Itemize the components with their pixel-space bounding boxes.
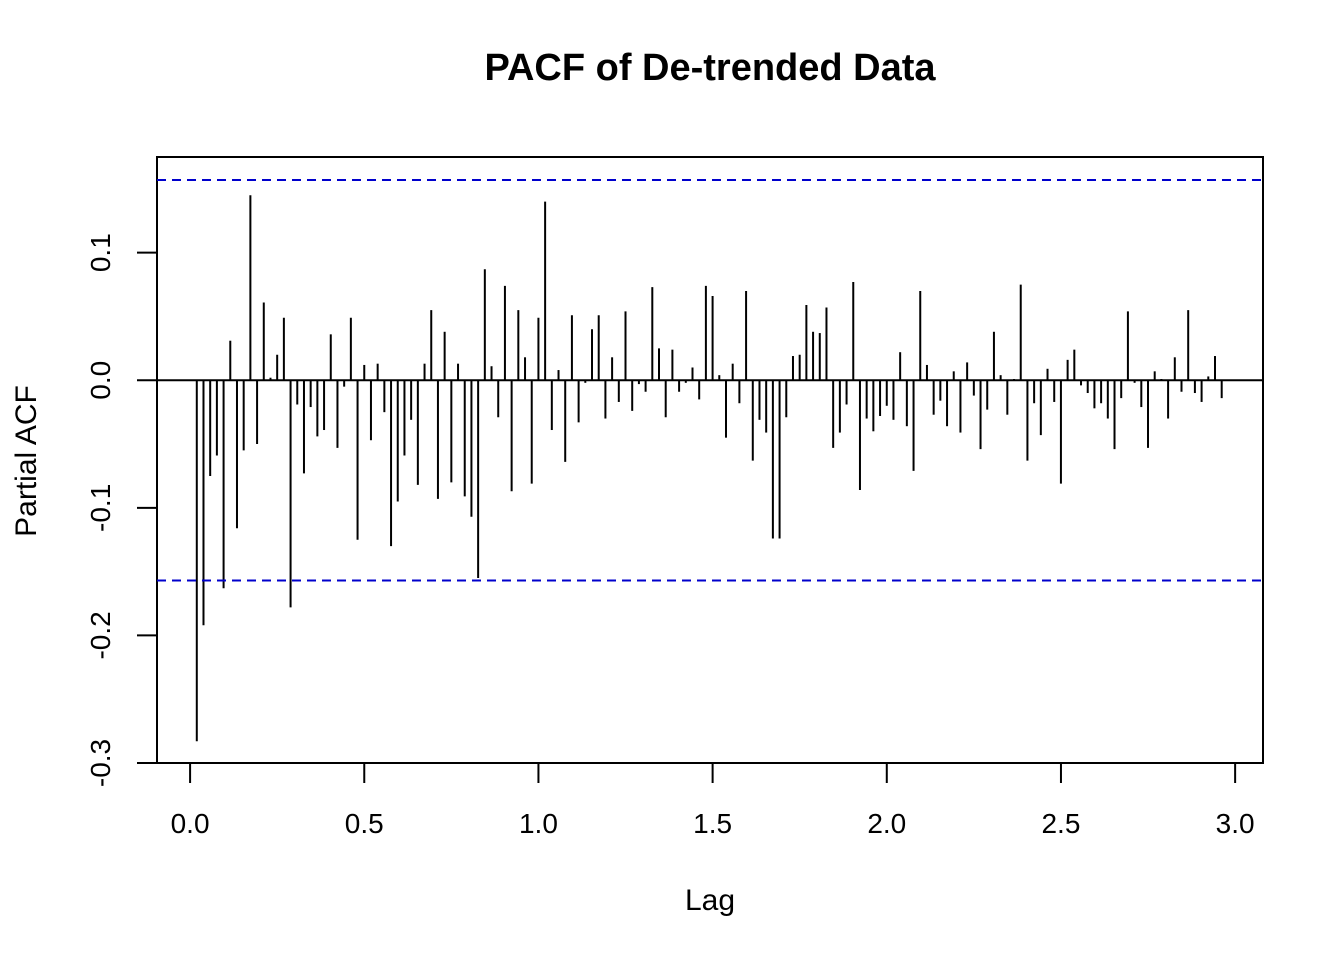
x-tick-label: 2.0 [867,808,906,839]
x-tick-label: 1.5 [693,808,732,839]
x-axis-label: Lag [685,884,735,917]
pacf-bars [195,195,1223,742]
confidence-bounds [157,178,1263,582]
x-tick-label: 0.0 [171,808,210,839]
x-tick-label: 3.0 [1216,808,1255,839]
y-tick-label: -0.1 [85,484,116,532]
y-tick-label: -0.3 [85,739,116,787]
x-tick-label: 1.0 [519,808,558,839]
y-tick-label: 0.0 [85,361,116,400]
plot-frame [156,156,1264,764]
x-axis: 0.0 0.5 1.0 1.5 2.0 2.5 3.0 [171,762,1255,839]
y-axis: -0.3 -0.2 -0.1 0.0 0.1 [85,233,158,787]
chart-title: PACF of De-trended Data [484,47,936,89]
x-tick-label: 2.5 [1041,808,1080,839]
y-tick-label: -0.2 [85,611,116,659]
y-tick-label: 0.1 [85,233,116,272]
y-axis-label: Partial ACF [10,385,43,537]
x-tick-label: 0.5 [345,808,384,839]
